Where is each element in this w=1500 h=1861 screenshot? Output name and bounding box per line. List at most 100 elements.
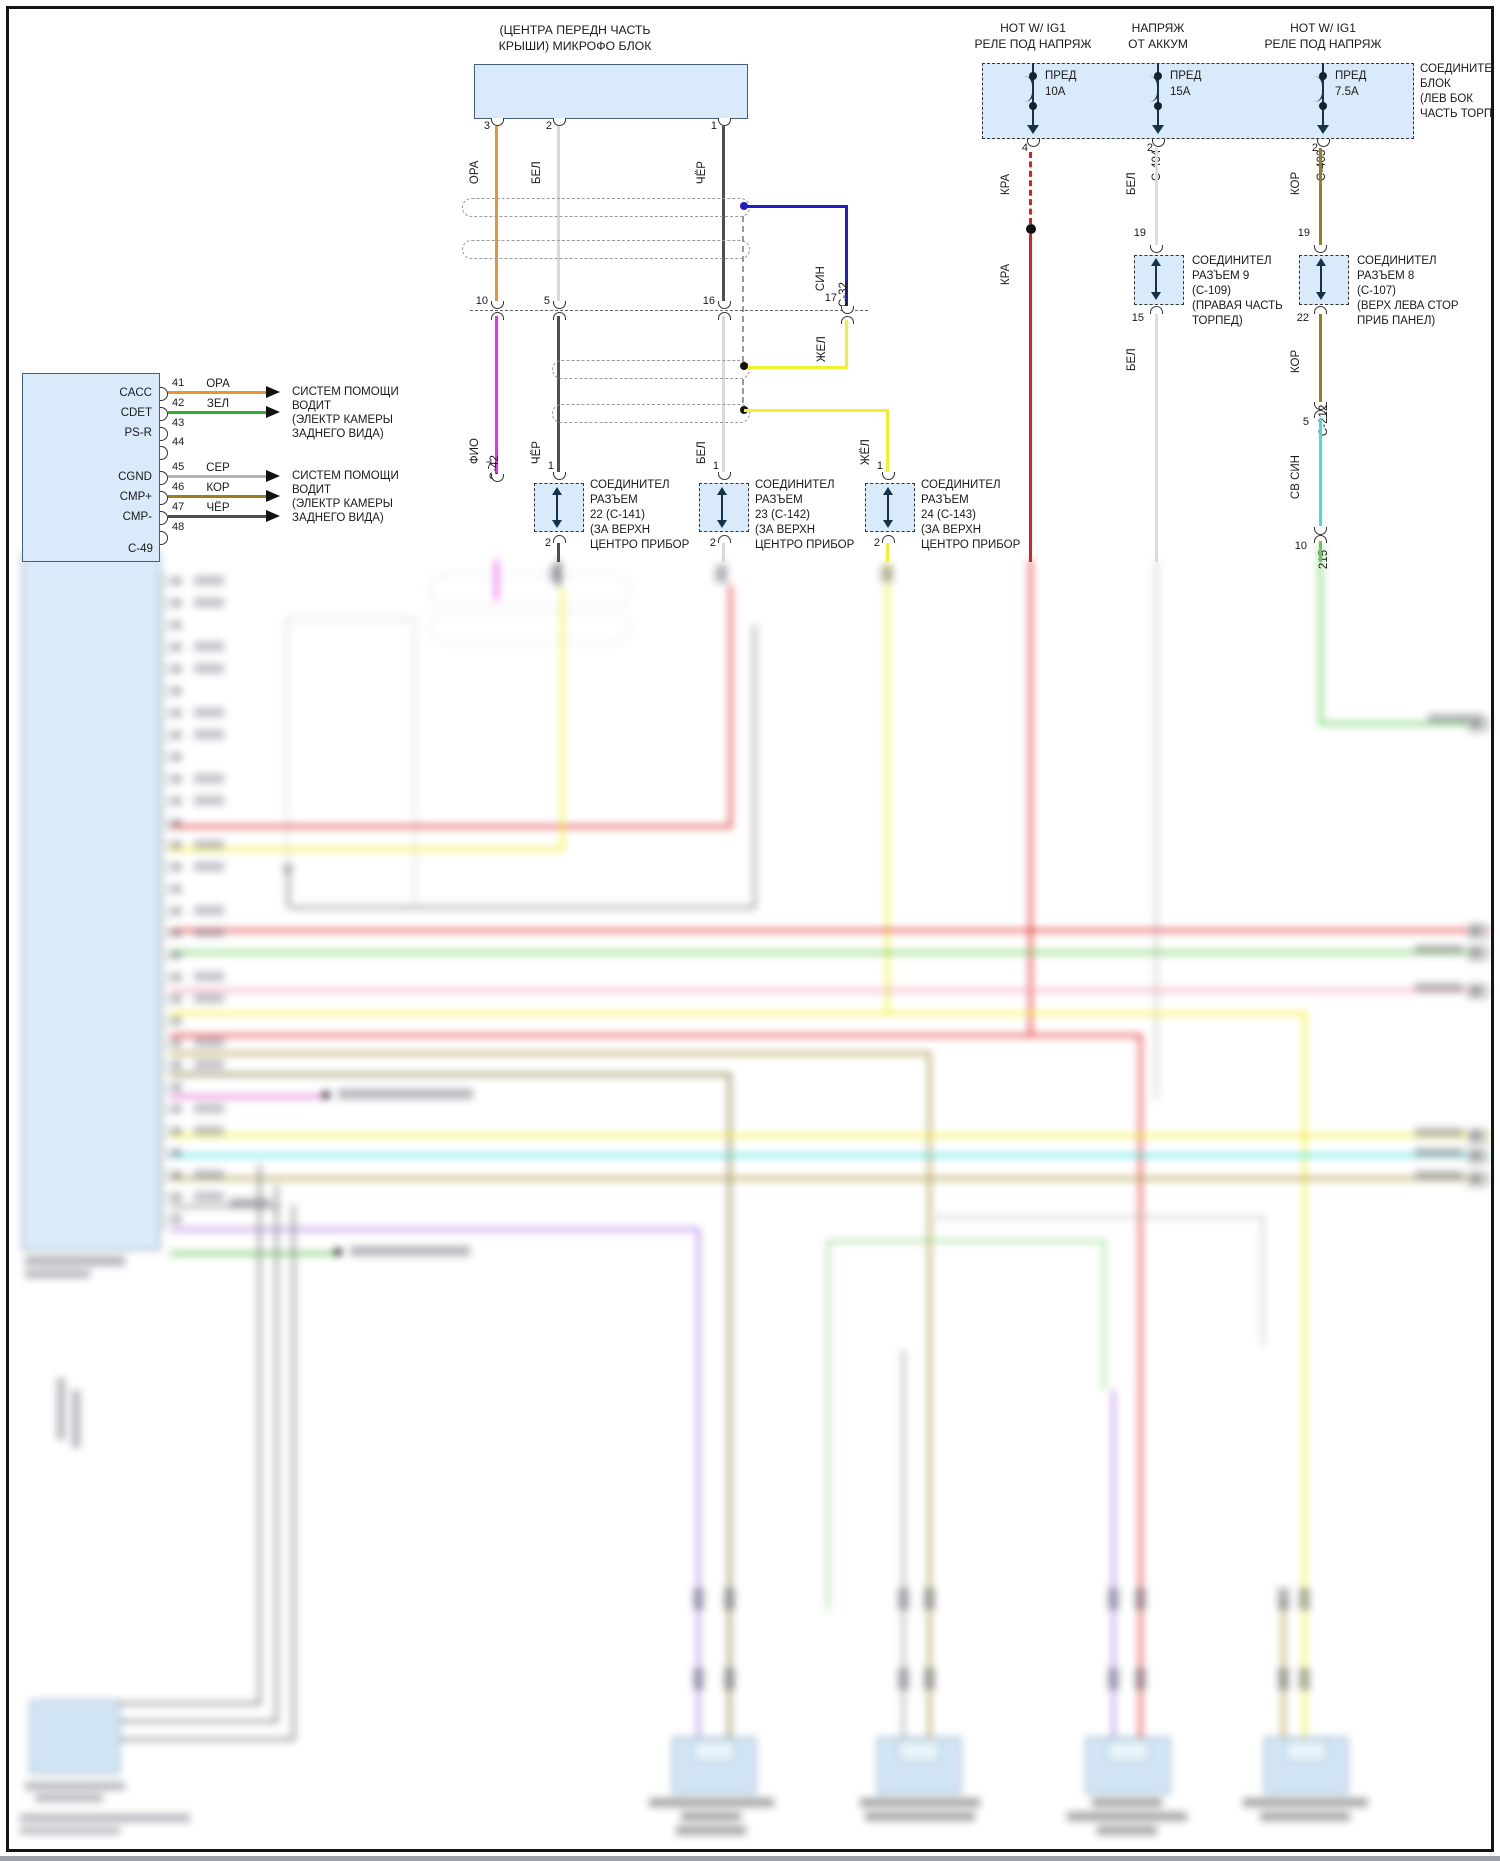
- wire: [170, 1205, 280, 1208]
- target-text: ЗАДНЕГО ВИДА): [292, 512, 384, 524]
- bottom-connector: [898, 1740, 940, 1762]
- blur-decor: [172, 1061, 181, 1069]
- wire-label: КРА: [999, 173, 1012, 196]
- wire-label: ОРА: [206, 378, 230, 390]
- blur-decor: [160, 971, 168, 985]
- connector-8-label: РАЗЪЕМ 8: [1357, 270, 1415, 282]
- arrow-up-icon: [1151, 258, 1161, 266]
- connector-8-label: (ВЕРХ ЛЕВА СТОР: [1357, 300, 1459, 312]
- blur-decor: [194, 862, 224, 871]
- audio-box: [30, 1700, 120, 1774]
- blur-decor: [172, 929, 181, 937]
- bottom-connector: [1264, 1737, 1348, 1794]
- pin-arc: [1150, 245, 1163, 253]
- wire-label: ЧЁР: [695, 161, 708, 185]
- wire: [827, 1240, 829, 1610]
- blur-decor: [172, 643, 181, 651]
- arrow-up: [282, 861, 294, 872]
- pin-arc: [1027, 139, 1040, 147]
- blur-decor: [160, 663, 168, 677]
- blur-decor: [172, 621, 181, 629]
- wire: [1029, 560, 1032, 1037]
- wire: [1282, 1600, 1285, 1740]
- wire: [170, 1228, 700, 1231]
- wire-bel: [557, 126, 560, 304]
- wire: [1303, 1012, 1306, 1740]
- shield-ellipse: [462, 240, 750, 259]
- blur-decor: [1067, 1812, 1187, 1821]
- target-text: (ЭЛЕКТР КАМЕРЫ: [292, 498, 393, 510]
- wire: [886, 560, 889, 1015]
- blur-decor: [172, 1149, 181, 1157]
- connector-23-label: 23 (C-142): [755, 509, 810, 521]
- arrow-down-icon: [1316, 292, 1326, 300]
- blur-decor: [724, 1668, 735, 1690]
- blur-decor: [194, 1104, 224, 1113]
- pin-number: 45: [172, 461, 185, 473]
- pin-number: 5: [1302, 416, 1309, 428]
- double-arrow: [1155, 263, 1157, 295]
- connector-8-label: (C-107): [1357, 285, 1396, 297]
- blur-decor: [160, 707, 168, 721]
- blur-decor: [194, 928, 224, 937]
- pin-number: 2: [544, 537, 551, 549]
- pin-arc: [1314, 535, 1327, 543]
- fuse2-title: НАПРЯЖ: [1131, 21, 1185, 35]
- blur-decor: [1472, 1132, 1480, 1139]
- shield-ellipse: [430, 575, 630, 605]
- ecu-pin-name: CACC: [119, 387, 152, 399]
- blur-label: [72, 1390, 80, 1448]
- arrow-down-icon: [552, 520, 562, 528]
- blur-decor: [1097, 1826, 1157, 1835]
- blur-decor: [194, 1038, 224, 1047]
- wire: [170, 989, 1490, 992]
- blur-decor: [160, 839, 168, 853]
- wire-label: СВ СИН: [1289, 455, 1302, 500]
- blur-decor: [1472, 949, 1480, 956]
- wire-bel: [1155, 148, 1158, 247]
- blur-decor: [1278, 1588, 1289, 1610]
- blur-decor: [898, 1588, 909, 1610]
- wire-kor: [1319, 314, 1322, 402]
- blur-decor: [172, 863, 181, 871]
- blur-decor: [172, 907, 181, 915]
- target-text: (ЭЛЕКТР КАМЕРЫ: [292, 414, 393, 426]
- blur-decor: [924, 1588, 935, 1610]
- blur-decor: [194, 994, 224, 1003]
- blur-decor: [172, 995, 181, 1003]
- blur-decor: [160, 861, 168, 875]
- wire: [902, 1350, 905, 1740]
- fuse3-title: HOT W/ IG1: [1290, 21, 1356, 35]
- pin-number: 43: [172, 417, 185, 429]
- pin-number: 2: [1311, 142, 1318, 154]
- pin-arc: [491, 118, 504, 126]
- splice-dot: [322, 1091, 330, 1099]
- blur-decor: [160, 1015, 168, 1029]
- pin-arc: [491, 301, 504, 309]
- wire-label: ОРА: [468, 160, 481, 185]
- blur-decor: [160, 1081, 168, 1095]
- wire-label: ЧЁР: [206, 502, 230, 514]
- blur-decor: [194, 906, 224, 915]
- blur-decor: [1472, 720, 1480, 727]
- blur-decor: [194, 774, 224, 783]
- connector-24-label: 24 (C-143): [921, 509, 976, 521]
- mic-block: [474, 64, 748, 119]
- ecu-pin-name: CGND: [118, 471, 152, 483]
- wire-ser: [168, 475, 268, 478]
- pin-arc: [1314, 245, 1327, 253]
- pin-number: 48: [172, 521, 185, 533]
- pin-number: 42: [172, 397, 185, 409]
- connector-9-label: РАЗЪЕМ 9: [1192, 270, 1250, 282]
- ecu-pin-name: PS-R: [124, 427, 152, 439]
- blur-decor: [172, 973, 181, 981]
- blur-decor: [1415, 1148, 1463, 1157]
- blur-decor: [1135, 1668, 1146, 1690]
- blur-caption: [20, 1827, 120, 1834]
- blur-decor: [160, 597, 168, 611]
- blur-decor: [172, 577, 181, 585]
- wire: [170, 1134, 1490, 1137]
- bottom-connector: [1107, 1740, 1149, 1762]
- splice-dot: [334, 1248, 342, 1256]
